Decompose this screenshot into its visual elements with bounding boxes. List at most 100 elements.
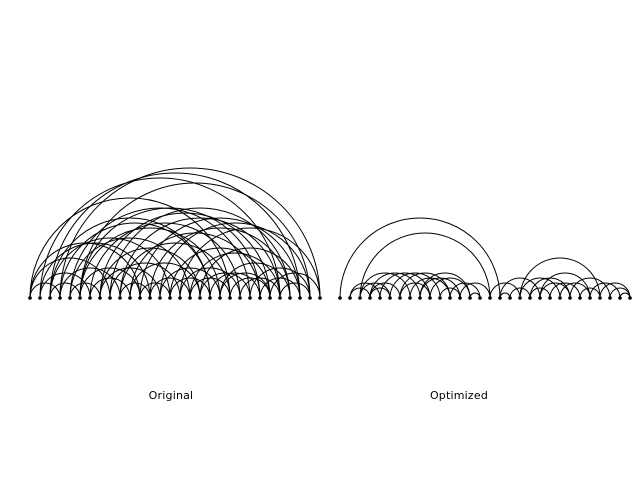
node-dot bbox=[198, 296, 202, 300]
arc-link bbox=[589, 282, 621, 299]
node-dot bbox=[298, 296, 302, 300]
node-dot bbox=[148, 296, 152, 300]
arc-link bbox=[129, 232, 261, 299]
node-dot bbox=[238, 296, 242, 300]
arc-link bbox=[209, 272, 261, 299]
node-dot bbox=[28, 296, 32, 300]
node-dot bbox=[488, 296, 492, 300]
node-dot bbox=[168, 296, 172, 300]
node-dot bbox=[388, 296, 392, 300]
arc-link bbox=[219, 272, 271, 299]
node-dot bbox=[158, 296, 162, 300]
arc-link bbox=[119, 242, 231, 299]
arc-link bbox=[59, 267, 121, 299]
node-dot bbox=[348, 296, 352, 300]
node-dot bbox=[178, 296, 182, 300]
arc-link bbox=[359, 232, 491, 299]
node-dot bbox=[228, 296, 232, 300]
arc-link bbox=[39, 177, 281, 299]
arc-link bbox=[539, 272, 591, 299]
arc-link bbox=[579, 287, 601, 299]
node-dot bbox=[138, 296, 142, 300]
arc-link bbox=[39, 242, 151, 299]
arc-link bbox=[279, 282, 311, 299]
arc-link bbox=[419, 272, 471, 299]
node-dot bbox=[128, 296, 132, 300]
node-dot bbox=[38, 296, 42, 300]
arc-link bbox=[119, 282, 151, 299]
arc-link bbox=[149, 227, 291, 299]
arc-link bbox=[149, 277, 191, 299]
arc-link bbox=[79, 182, 311, 299]
arc-link bbox=[599, 282, 631, 299]
node-dot bbox=[188, 296, 192, 300]
node-dot bbox=[498, 296, 502, 300]
arc-link bbox=[79, 227, 221, 299]
arc-link bbox=[369, 287, 391, 299]
node-dot bbox=[438, 296, 442, 300]
node-dot bbox=[288, 296, 292, 300]
arc-link bbox=[359, 282, 391, 299]
arc-link bbox=[459, 282, 491, 299]
node-dot bbox=[68, 296, 72, 300]
arc-link bbox=[69, 207, 251, 299]
node-dot bbox=[118, 296, 122, 300]
node-dot bbox=[558, 296, 562, 300]
arc-link bbox=[399, 282, 431, 299]
node-dot bbox=[538, 296, 542, 300]
node-dot bbox=[268, 296, 272, 300]
node-dot bbox=[88, 296, 92, 300]
node-dot bbox=[418, 296, 422, 300]
node-dot bbox=[628, 296, 632, 300]
node-dot bbox=[78, 296, 82, 300]
arc-link bbox=[339, 217, 501, 299]
arc-link bbox=[49, 217, 211, 299]
arc-link bbox=[139, 282, 171, 299]
original-caption: Original bbox=[149, 389, 194, 402]
arc-link bbox=[569, 277, 611, 299]
node-dot bbox=[108, 296, 112, 300]
arc-link bbox=[59, 167, 321, 299]
arc-link bbox=[519, 257, 601, 299]
node-dot bbox=[448, 296, 452, 300]
node-dot bbox=[248, 296, 252, 300]
node-dot bbox=[608, 296, 612, 300]
arc-link bbox=[89, 277, 131, 299]
node-dot bbox=[278, 296, 282, 300]
node-dot bbox=[358, 296, 362, 300]
node-dot bbox=[528, 296, 532, 300]
node-dot bbox=[588, 296, 592, 300]
node-dot bbox=[48, 296, 52, 300]
arc-link bbox=[99, 212, 271, 299]
node-dot bbox=[208, 296, 212, 300]
arc-link bbox=[559, 282, 591, 299]
node-dot bbox=[568, 296, 572, 300]
node-dot bbox=[368, 296, 372, 300]
arc-link bbox=[179, 227, 321, 299]
arc-link bbox=[29, 257, 111, 299]
arc-link bbox=[359, 272, 411, 299]
node-dot bbox=[318, 296, 322, 300]
arc-link bbox=[49, 282, 81, 299]
arc-link bbox=[499, 277, 541, 299]
arc-link bbox=[159, 222, 311, 299]
arc-link bbox=[439, 287, 461, 299]
arc-link bbox=[49, 237, 171, 299]
arc-link bbox=[69, 237, 191, 299]
arc-link bbox=[169, 247, 271, 299]
arc-link bbox=[349, 282, 381, 299]
arc-link bbox=[269, 272, 321, 299]
node-dot bbox=[338, 296, 342, 300]
arc-link bbox=[399, 272, 451, 299]
arc-link bbox=[119, 217, 281, 299]
arc-link bbox=[69, 282, 101, 299]
node-dot bbox=[258, 296, 262, 300]
arc-link bbox=[549, 282, 581, 299]
node-dot bbox=[468, 296, 472, 300]
node-dot bbox=[58, 296, 62, 300]
arc-link bbox=[39, 272, 91, 299]
node-dot bbox=[458, 296, 462, 300]
arc-link bbox=[29, 242, 141, 299]
node-dot bbox=[548, 296, 552, 300]
optimized-caption: Optimized bbox=[430, 389, 488, 402]
